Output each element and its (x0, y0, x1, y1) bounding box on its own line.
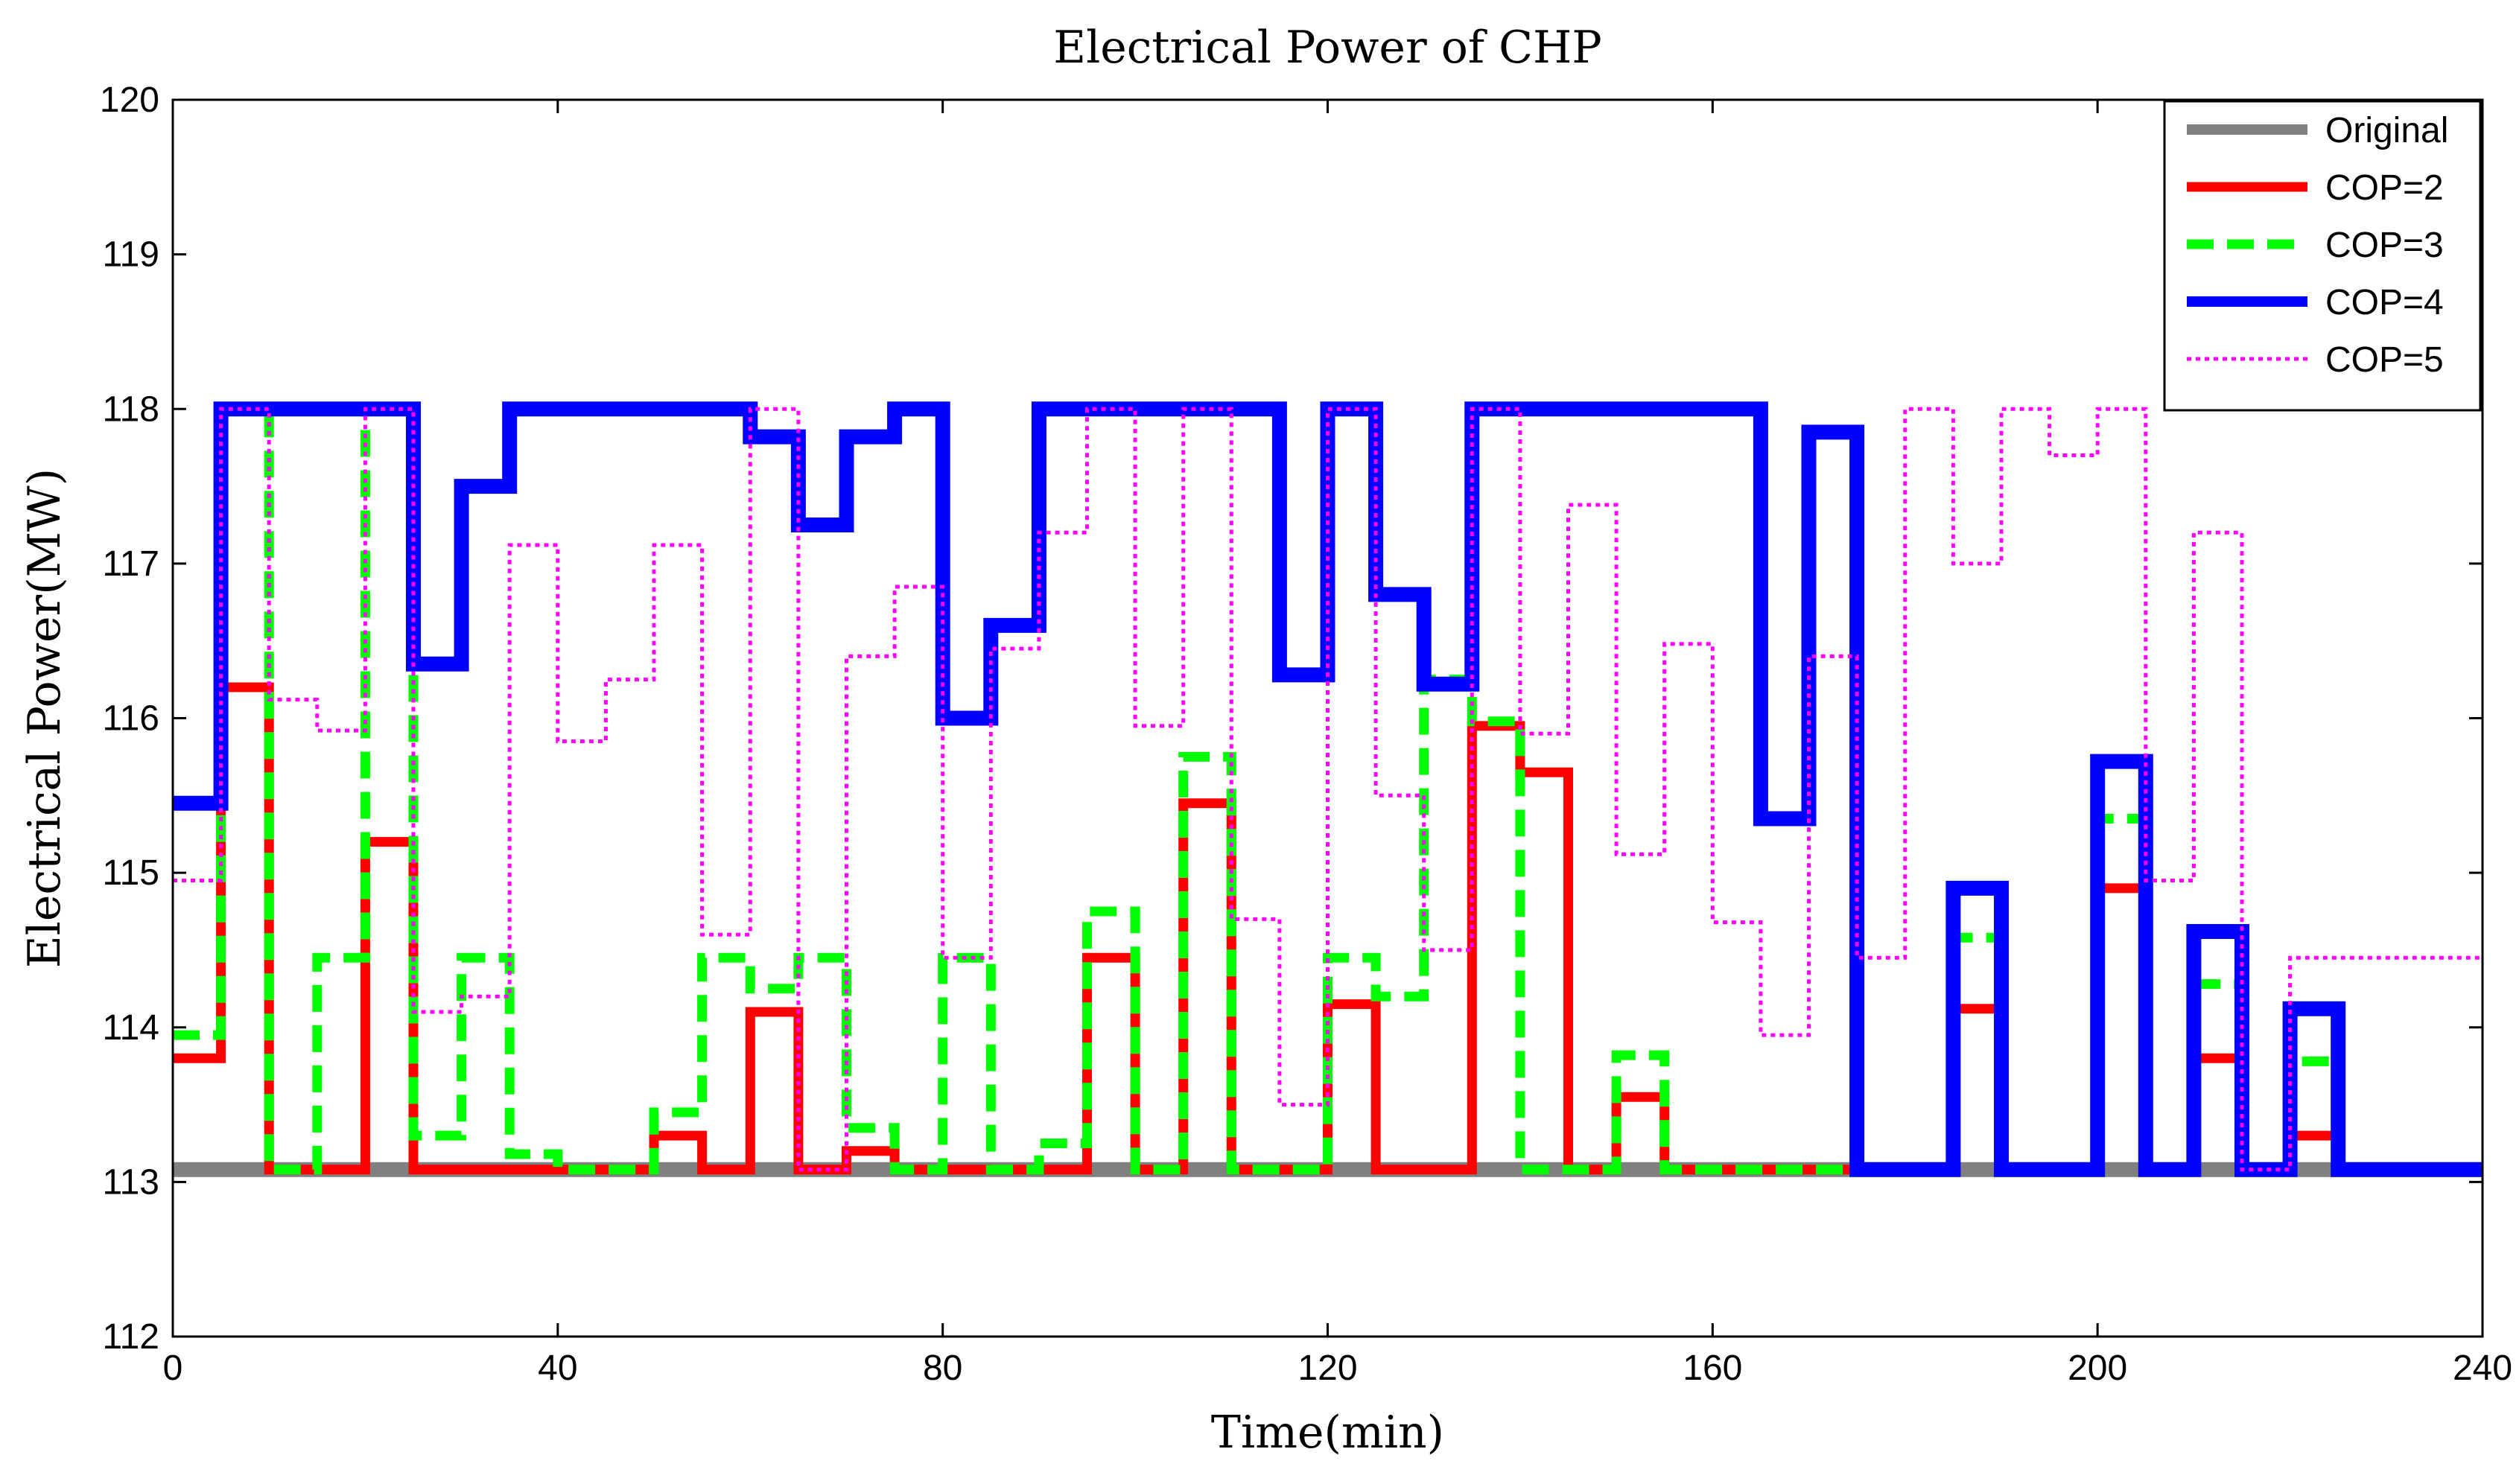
x-tick-label: 160 (1683, 1348, 1742, 1388)
x-tick-label: 120 (1297, 1348, 1357, 1388)
y-tick-label: 118 (102, 389, 159, 429)
legend-label-cop-4: COP=4 (2325, 283, 2444, 322)
x-tick-label: 0 (163, 1348, 183, 1388)
y-axis-label: Electrical Power(MW) (19, 468, 71, 968)
legend: Original COP=2 COP=3 COP=4 COP=5 (2163, 100, 2482, 412)
y-tick-label: 116 (102, 699, 159, 739)
series-line-cop-4 (173, 401, 2483, 1177)
legend-label-cop-2: COP=2 (2325, 168, 2444, 208)
y-tick-label: 120 (100, 80, 159, 120)
y-tick-label: 113 (102, 1162, 159, 1202)
y-tick-label: 114 (102, 1008, 159, 1048)
chart-title: Electrical Power of CHP (1053, 22, 1601, 74)
y-tick-label: 112 (102, 1317, 159, 1357)
legend-label-cop-3: COP=3 (2325, 226, 2444, 265)
legend-label-original: Original (2325, 111, 2448, 150)
y-tick-label: 117 (102, 544, 159, 584)
x-axis-label: Time(min) (1211, 1407, 1444, 1459)
series-layer (173, 401, 2483, 1177)
x-tick-label: 200 (2068, 1348, 2127, 1388)
x-tick-label: 40 (538, 1348, 577, 1388)
axes-layer: 0 40 80 120 160 200 240 112 113 114 115 116 117 118 11… (100, 80, 2512, 1388)
y-tick-label: 115 (102, 853, 159, 893)
x-tick-label: 240 (2453, 1348, 2512, 1388)
y-tick-label: 119 (102, 235, 159, 275)
x-tick-label: 80 (923, 1348, 962, 1388)
legend-label-cop-5: COP=5 (2325, 340, 2444, 380)
